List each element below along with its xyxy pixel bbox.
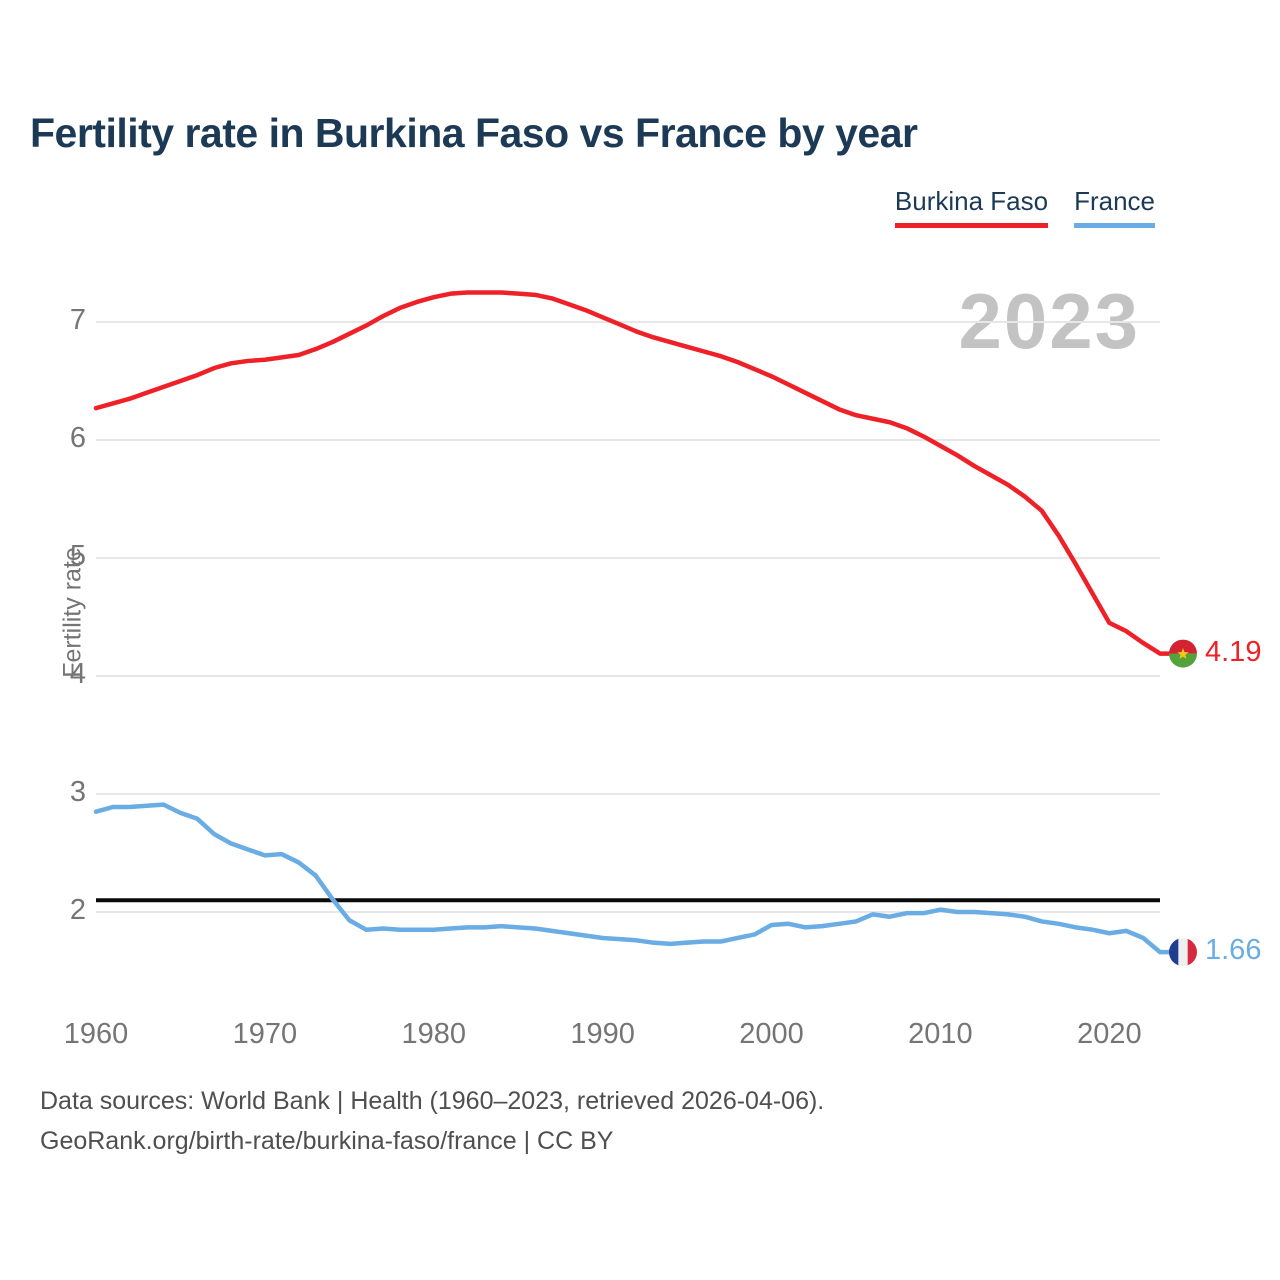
series-line-burkina-faso[interactable] (93, 290, 1186, 656)
x-tick-label: 2010 (908, 1018, 973, 1050)
x-tick-label: 2020 (1077, 1018, 1142, 1050)
x-tick-label: 1990 (570, 1018, 635, 1050)
gridlines (96, 321, 1160, 913)
legend-item-burkina-faso[interactable]: Burkina Faso (894, 186, 1049, 228)
end-dot-france-flag-icon (1169, 938, 1197, 967)
footer-sources: Data sources: World Bank | Health (1960–… (40, 1087, 825, 1115)
x-tick-label: 1980 (401, 1018, 467, 1050)
y-tick-label: 4 (69, 658, 86, 690)
x-tick-label: 1960 (63, 1018, 129, 1050)
end-value-france: 1.66 (1205, 934, 1262, 967)
y-tick-label: 6 (69, 422, 86, 454)
end-dot-burkina-faso-flag-icon (1169, 639, 1197, 668)
footer: Data sources: World Bank | Health (1960–… (40, 1081, 824, 1161)
y-tick-label: 5 (69, 540, 86, 572)
footer-attribution: GeoRank.org/birth-rate/burkina-faso/fran… (40, 1127, 614, 1155)
y-tick-label: 7 (69, 304, 86, 336)
series-line-france[interactable] (93, 802, 1186, 955)
x-tick-label: 1970 (232, 1018, 298, 1050)
page-title: Fertility rate in Burkina Faso vs France… (30, 110, 918, 156)
y-tick-label: 3 (69, 776, 86, 808)
y-tick-label: 2 (69, 894, 86, 926)
legend: Burkina Faso France (894, 186, 1155, 228)
end-value-burkina-faso: 4.19 (1205, 635, 1262, 668)
legend-item-france[interactable]: France (1074, 186, 1155, 228)
x-tick-label: 2000 (739, 1018, 804, 1050)
